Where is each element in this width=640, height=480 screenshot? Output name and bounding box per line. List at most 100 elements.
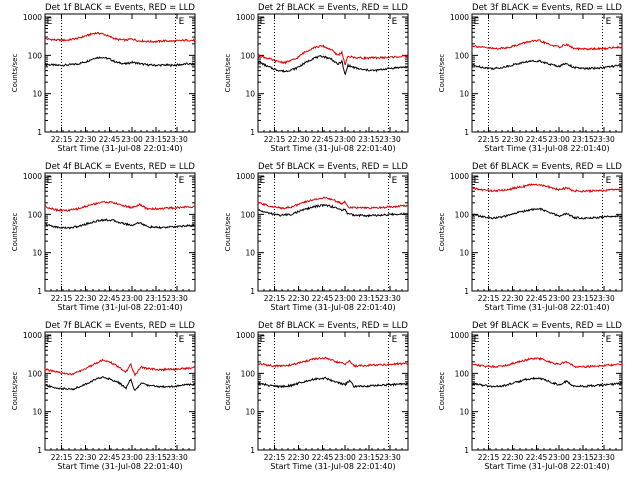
x-tick-label: 23:30: [593, 453, 615, 462]
x-tick-label: 22:15: [51, 294, 73, 303]
x-axis-label: Start Time (31-Jul-08 22:01:40): [484, 303, 609, 312]
panel-title: Det 2f BLACK = Events, RED = LLD: [258, 3, 408, 13]
panel-8: Det 8f BLACK = Events, RED = LLD E E 1 10 100…: [224, 321, 409, 471]
events-series-line: [257, 376, 409, 389]
x-tick-label: 23:15: [572, 135, 594, 144]
x-tick-label: 23:00: [334, 135, 356, 144]
x-tick-label: 22:30: [502, 135, 524, 144]
y-tick-label: 1000: [23, 13, 42, 22]
events-series-line: [471, 59, 623, 71]
e-marker: E: [47, 335, 53, 345]
x-tick-label: 22:45: [526, 453, 548, 462]
e-marker: E: [474, 335, 480, 345]
e-marker: E: [474, 17, 480, 27]
x-axis-label: Start Time (31-Jul-08 22:01:40): [270, 462, 395, 471]
x-axis-label: Start Time (31-Jul-08 22:01:40): [270, 144, 395, 153]
x-tick-label: 23:15: [358, 294, 380, 303]
events-series-line: [45, 218, 196, 230]
y-tick-label: 1000: [236, 331, 255, 340]
x-tick-label: 23:15: [145, 135, 167, 144]
x-tick-label: 23:15: [145, 453, 167, 462]
y-tick-label: 1: [464, 287, 469, 296]
x-tick-label: 22:45: [312, 453, 334, 462]
x-tick-label: 23:30: [166, 453, 188, 462]
y-axis-label: Counts/sec: [438, 213, 446, 252]
panel-4: Det 4f BLACK = Events, RED = LLD E E 1 10 100…: [11, 162, 196, 312]
y-tick-label: 1: [250, 287, 255, 296]
y-tick-label: 1000: [450, 331, 469, 340]
axes-frame: [44, 331, 196, 451]
x-tick-label: 23:30: [166, 135, 188, 144]
x-axis-label: Start Time (31-Jul-08 22:01:40): [57, 303, 182, 312]
x-tick-label: 23:00: [548, 453, 570, 462]
events-series-line: [471, 376, 623, 388]
panel-1: Det 1f BLACK = Events, RED = LLD E E 1 10 100…: [11, 3, 196, 153]
x-tick-label: 23:00: [548, 135, 570, 144]
y-axis-label: Counts/sec: [11, 54, 19, 93]
e-marker: E: [260, 17, 266, 27]
e-marker: E: [47, 176, 53, 186]
e-marker: E: [606, 17, 612, 27]
events-series-line: [44, 56, 196, 68]
e-marker: E: [606, 176, 612, 186]
x-tick-label: 22:15: [264, 453, 286, 462]
y-axis-label: Counts/sec: [11, 213, 19, 252]
y-tick-label: 1000: [236, 172, 255, 181]
x-tick-label: 22:15: [51, 135, 73, 144]
y-tick-label: 100: [28, 210, 43, 219]
panel-title: Det 8f BLACK = Events, RED = LLD: [258, 321, 408, 331]
events-series-line: [257, 55, 409, 76]
e-marker: E: [260, 176, 266, 186]
y-axis-label: Counts/sec: [224, 213, 232, 252]
x-tick-label: 22:45: [312, 294, 334, 303]
x-tick-label: 22:15: [478, 135, 500, 144]
x-tick-label: 22:30: [75, 294, 97, 303]
y-tick-label: 1000: [23, 172, 42, 181]
axes-frame: [257, 13, 409, 133]
y-tick-label: 100: [241, 51, 256, 60]
y-tick-label: 100: [241, 210, 256, 219]
events-series-line: [471, 207, 623, 220]
y-tick-label: 1000: [450, 172, 469, 181]
x-tick-label: 23:15: [572, 294, 594, 303]
x-tick-label: 23:30: [379, 135, 401, 144]
x-tick-label: 22:45: [99, 453, 121, 462]
lld-series-line: [471, 356, 623, 369]
x-tick-label: 23:30: [593, 294, 615, 303]
e-marker: E: [260, 335, 266, 345]
lld-series-line: [44, 358, 196, 377]
x-tick-label: 23:00: [548, 294, 570, 303]
y-tick-label: 10: [459, 90, 469, 99]
y-tick-label: 1: [464, 446, 469, 455]
y-tick-label: 10: [32, 249, 42, 258]
e-marker: E: [392, 17, 398, 27]
x-tick-label: 23:00: [121, 135, 143, 144]
axes-frame: [471, 172, 623, 292]
y-axis-label: Counts/sec: [11, 372, 19, 411]
x-tick-label: 22:30: [288, 135, 310, 144]
x-tick-label: 23:00: [121, 294, 143, 303]
x-tick-label: 22:15: [478, 453, 500, 462]
x-tick-label: 23:30: [166, 294, 188, 303]
x-axis-label: Start Time (31-Jul-08 22:01:40): [57, 144, 182, 153]
lld-series-line: [257, 356, 409, 368]
axes-frame: [471, 13, 623, 133]
panel-title: Det 9f BLACK = Events, RED = LLD: [472, 321, 622, 331]
e-marker: E: [606, 335, 612, 345]
x-axis-label: Start Time (31-Jul-08 22:01:40): [484, 462, 609, 471]
e-marker: E: [392, 176, 398, 186]
panel-title: Det 3f BLACK = Events, RED = LLD: [472, 3, 622, 13]
x-tick-label: 22:45: [99, 135, 121, 144]
axes-frame: [44, 172, 196, 292]
lld-series-line: [257, 196, 409, 210]
events-series-line: [257, 203, 409, 218]
y-tick-label: 1000: [23, 331, 42, 340]
e-marker: E: [474, 176, 480, 186]
x-tick-label: 22:45: [526, 294, 548, 303]
y-tick-label: 1000: [236, 13, 255, 22]
x-tick-label: 22:15: [478, 294, 500, 303]
y-tick-label: 1: [250, 446, 255, 455]
panel-2: Det 2f BLACK = Events, RED = LLD E E 1 10 100…: [224, 3, 409, 153]
lld-series-line: [257, 44, 409, 66]
panel-title: Det 1f BLACK = Events, RED = LLD: [45, 3, 195, 13]
